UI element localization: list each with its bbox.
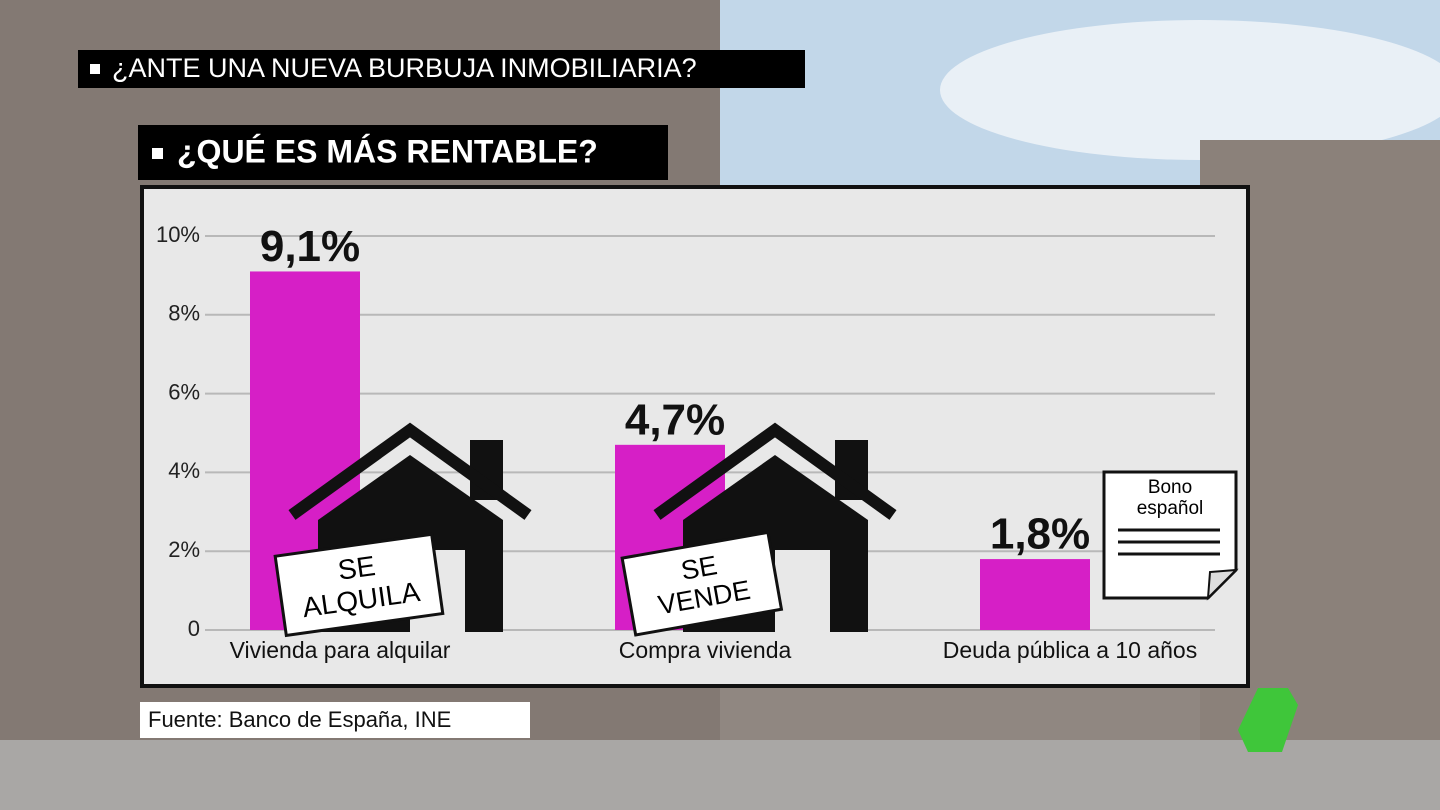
y-tick-label: 6% bbox=[168, 379, 200, 404]
y-tick-label: 4% bbox=[168, 458, 200, 483]
y-tick-label: 10% bbox=[156, 222, 200, 247]
document-text: español bbox=[1137, 498, 1204, 519]
value-label: 9,1% bbox=[260, 222, 360, 271]
y-tick-label: 8% bbox=[168, 301, 200, 326]
sign: SE ALQUILA bbox=[273, 532, 445, 638]
bullet bbox=[90, 64, 100, 74]
labels: 0 2% 4% 6% 8% 10% 9,1% Vivienda para alquilar 4,… bbox=[156, 222, 1197, 663]
subheadline: ¿QUÉ ES MÁS RENTABLE? bbox=[177, 133, 598, 169]
x-tick-label: Vivienda para alquilar bbox=[230, 637, 451, 663]
door bbox=[775, 550, 830, 632]
sign: SE VENDE bbox=[620, 530, 784, 637]
value-label: 1,8% bbox=[990, 510, 1090, 559]
channel-logo bbox=[1238, 688, 1298, 752]
bullet bbox=[152, 148, 163, 159]
sign-board bbox=[620, 530, 784, 637]
headline-box bbox=[78, 50, 805, 88]
y-tick-label: 0 bbox=[188, 616, 200, 641]
sign-board bbox=[273, 532, 445, 638]
headline-box bbox=[138, 125, 668, 180]
document-text: Bono bbox=[1148, 477, 1192, 498]
x-tick-label: Compra vivienda bbox=[619, 637, 792, 663]
y-tick-label: 2% bbox=[168, 537, 200, 562]
bar bbox=[980, 559, 1090, 630]
headline: ¿ANTE UNA NUEVA BURBUJA INMOBILIARIA? bbox=[112, 53, 697, 83]
sign-text: SE bbox=[336, 550, 377, 586]
cloud bbox=[940, 20, 1440, 160]
ground bbox=[0, 740, 1440, 810]
bond-document: Bono español bbox=[1102, 470, 1239, 601]
roof bbox=[288, 422, 532, 520]
x-tick-label: Deuda pública a 10 años bbox=[943, 637, 1197, 663]
roof bbox=[653, 422, 897, 520]
value-label: 4,7% bbox=[625, 395, 725, 444]
source-box bbox=[140, 702, 530, 738]
document-fold bbox=[1206, 568, 1239, 601]
sign-text: SE bbox=[679, 550, 720, 586]
source: Fuente: Banco de España, INE bbox=[148, 707, 451, 732]
